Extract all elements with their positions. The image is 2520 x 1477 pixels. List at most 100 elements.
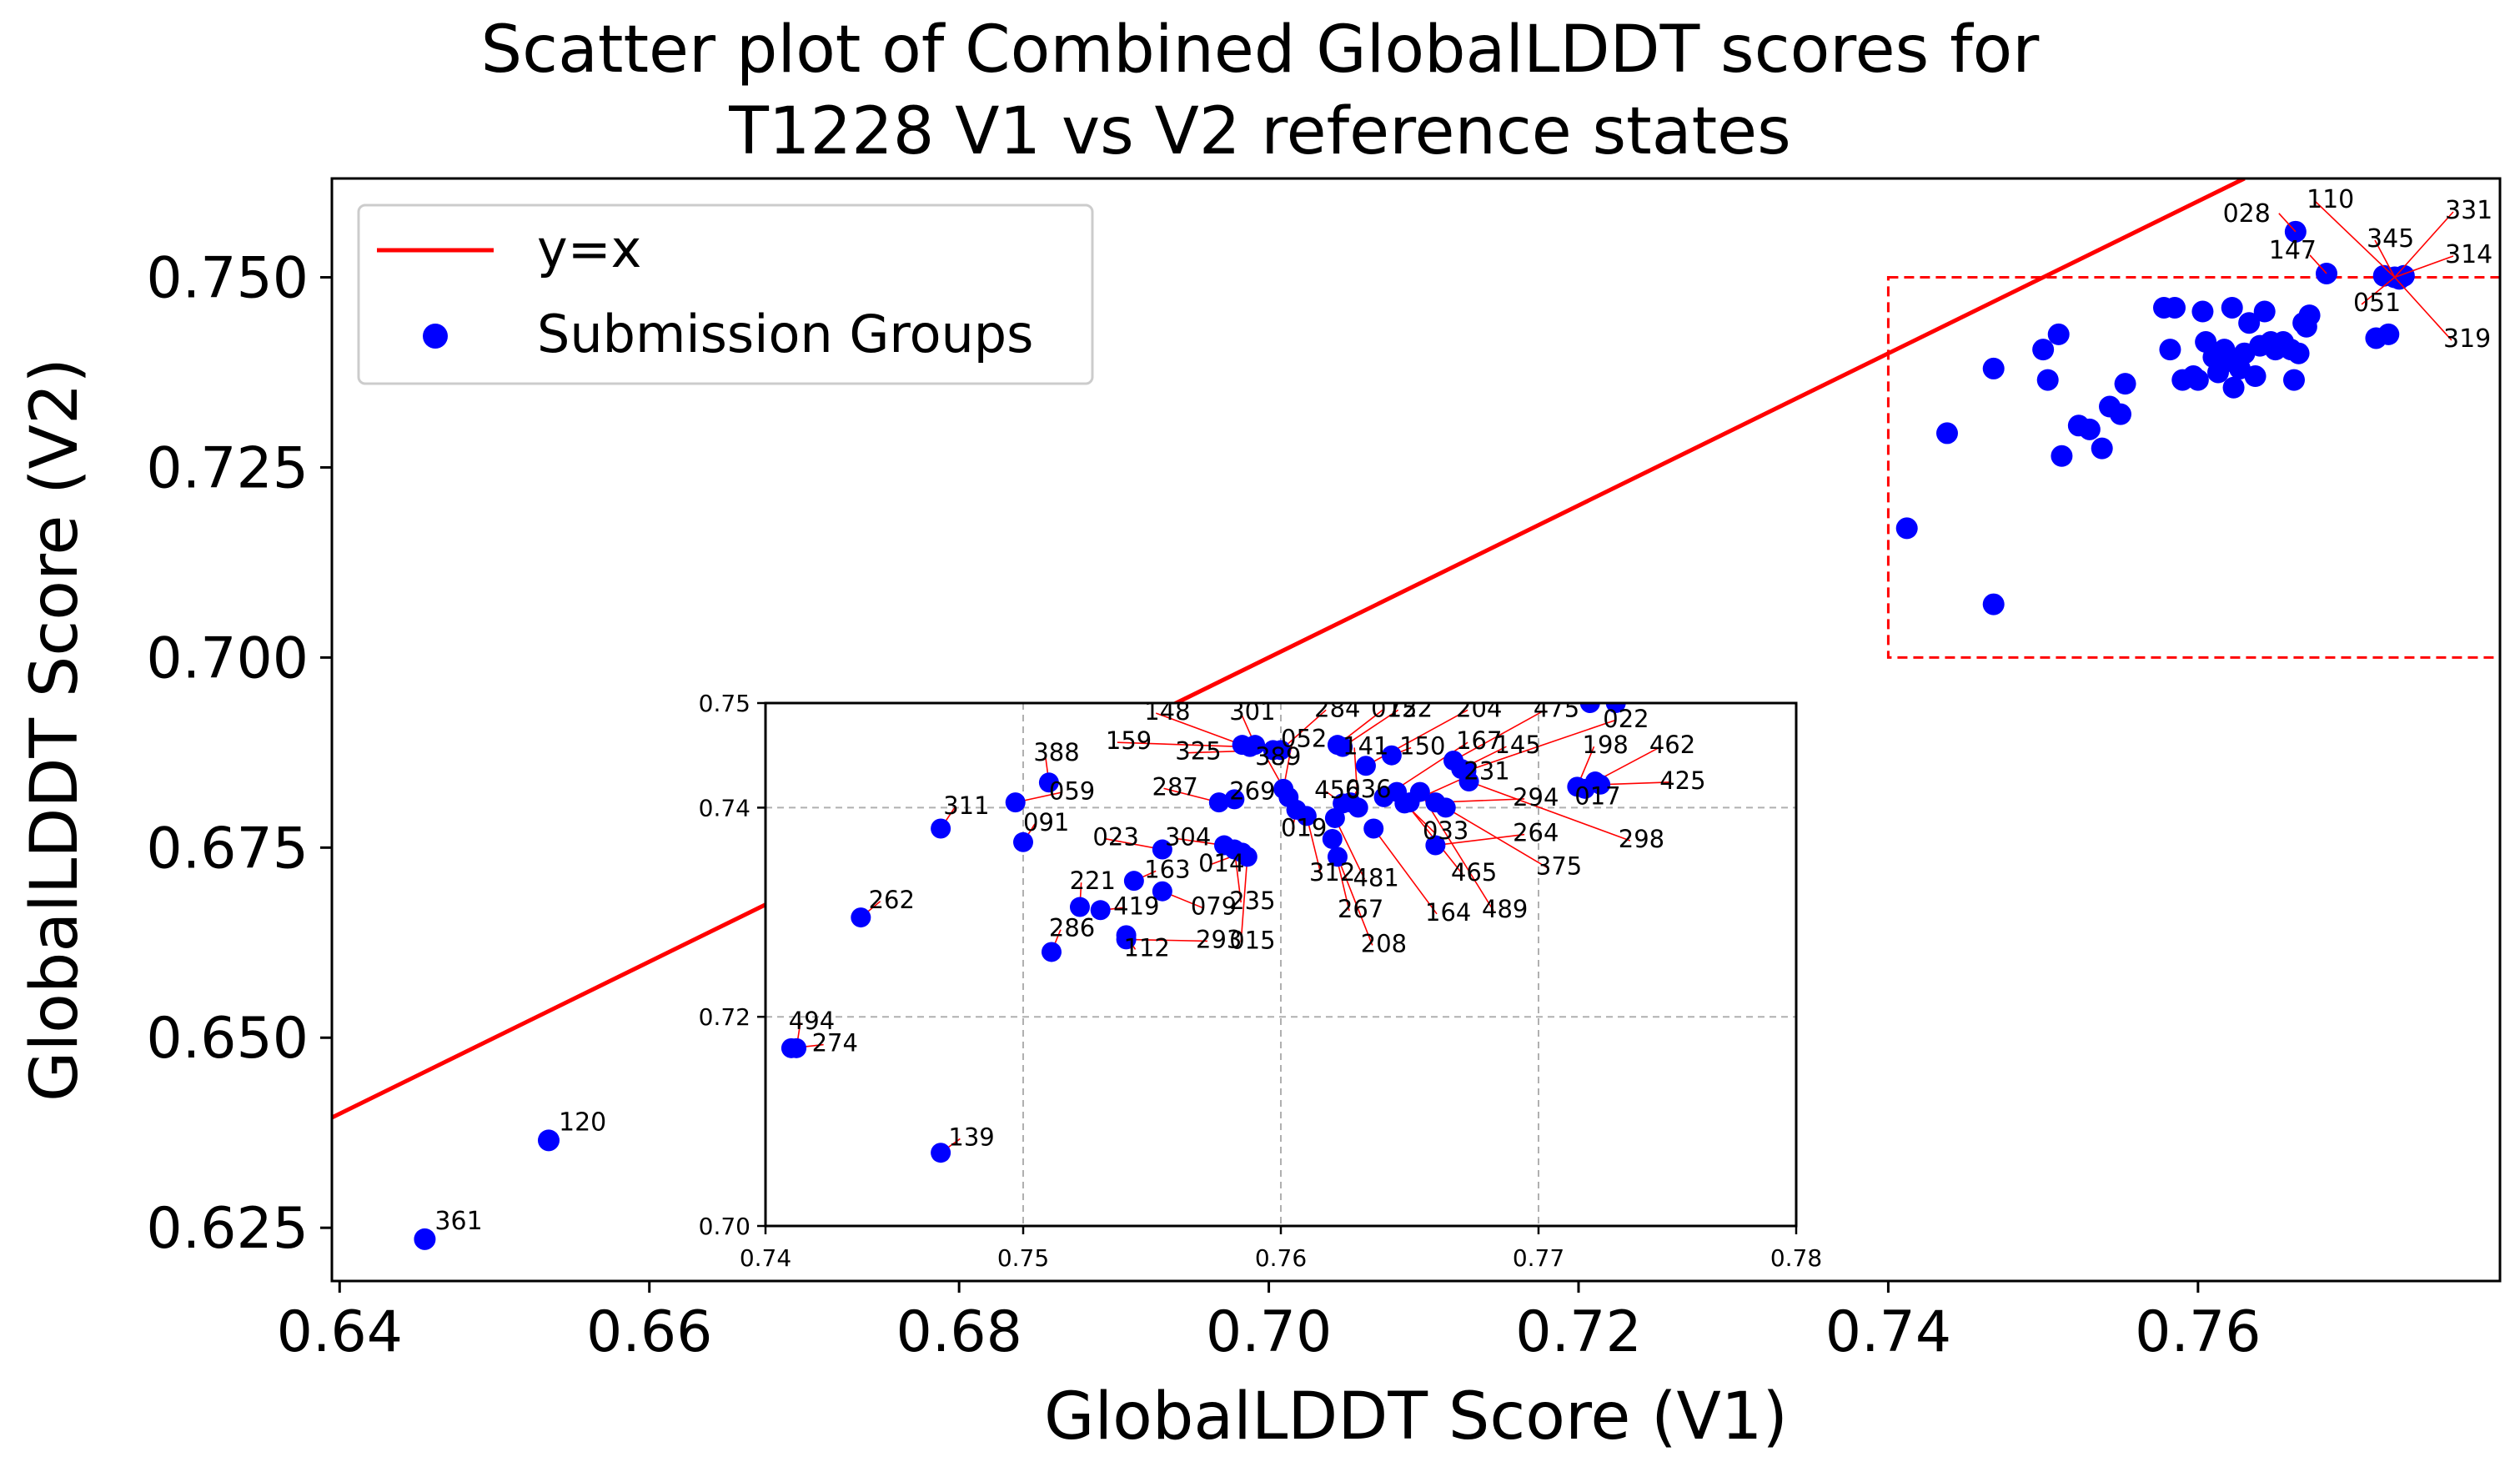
inset-point-label: 139 bbox=[948, 1123, 994, 1151]
data-point bbox=[2051, 445, 2073, 467]
data-point bbox=[2244, 365, 2266, 388]
inset-point-label: 208 bbox=[1361, 929, 1407, 957]
data-point bbox=[2164, 296, 2186, 319]
data-point bbox=[1895, 517, 1918, 540]
inset-point-label: 388 bbox=[1033, 738, 1079, 766]
data-point bbox=[2287, 342, 2310, 364]
inset-data-point bbox=[1005, 792, 1026, 813]
inset-point-label: 112 bbox=[1124, 933, 1170, 962]
inset-data-point bbox=[1324, 807, 1345, 828]
data-point bbox=[1936, 422, 1958, 445]
inset-point-label: 489 bbox=[1482, 895, 1528, 923]
inset-data-point bbox=[1224, 789, 1245, 810]
inset-data-point bbox=[931, 818, 951, 839]
inset-data-point bbox=[1574, 778, 1595, 799]
inset-point-label: 164 bbox=[1425, 898, 1471, 927]
data-point bbox=[1982, 357, 2005, 379]
data-point bbox=[2091, 437, 2113, 460]
inset-annotation-arrow bbox=[1342, 709, 1399, 748]
point-label: 147 bbox=[2269, 236, 2317, 265]
inset-point-label: 262 bbox=[869, 886, 915, 914]
inset-point-label: 293 bbox=[1196, 925, 1242, 953]
inset-point-label: 425 bbox=[1659, 766, 1705, 795]
inset-data-point bbox=[1152, 881, 1172, 902]
x-tick-label: 0.72 bbox=[1515, 1299, 1641, 1365]
y-tick-label: 0.750 bbox=[146, 246, 309, 312]
inset-annotation-arrow bbox=[1280, 709, 1327, 751]
inset-annotation-arrow bbox=[1240, 857, 1248, 942]
inset-point-label: 301 bbox=[1229, 697, 1275, 726]
data-point bbox=[2186, 369, 2209, 391]
inset-point-label: 267 bbox=[1338, 895, 1383, 923]
inset-point-label: 022 bbox=[1603, 705, 1649, 733]
legend-point-swatch bbox=[423, 324, 448, 349]
inset-data-point bbox=[1327, 847, 1348, 867]
inset-point-label: 269 bbox=[1229, 776, 1275, 805]
x-tick-label: 0.66 bbox=[586, 1299, 712, 1365]
inset-point-label: 325 bbox=[1175, 737, 1221, 766]
inset-data-point bbox=[1409, 781, 1430, 802]
data-point bbox=[2283, 369, 2305, 391]
inset-x-tick-label: 0.74 bbox=[740, 1244, 791, 1272]
inset-point-label: 311 bbox=[943, 791, 989, 820]
inset-data-point bbox=[1579, 703, 1600, 713]
inset-data-point bbox=[1458, 771, 1479, 792]
point-label: 345 bbox=[2367, 224, 2414, 254]
inset-y-tick-label: 0.74 bbox=[699, 794, 750, 821]
x-tick-label: 0.76 bbox=[2135, 1299, 2261, 1365]
inset-annotation-arrow bbox=[1600, 781, 1672, 786]
legend-box bbox=[357, 203, 1094, 385]
inset-point-label: 481 bbox=[1353, 863, 1399, 892]
inset-point-label: 231 bbox=[1463, 757, 1509, 786]
annotation-arrow bbox=[2314, 200, 2396, 279]
inset-point-label: 167 bbox=[1456, 726, 1502, 755]
data-point bbox=[1982, 593, 2005, 615]
inset-point-label: 148 bbox=[1144, 697, 1190, 726]
inset-point-label: 198 bbox=[1583, 731, 1629, 759]
annotation-arrow bbox=[2278, 213, 2297, 233]
inset-point-label: 141 bbox=[1343, 731, 1388, 760]
inset-annotation-arrow bbox=[1117, 741, 1250, 748]
inset-point-label: 494 bbox=[789, 1007, 835, 1035]
inset-point-label: 456 bbox=[1314, 776, 1360, 804]
inset-data-point bbox=[1038, 772, 1059, 793]
inset-point-label: 052 bbox=[1281, 725, 1327, 753]
inset-data-point bbox=[1237, 847, 1257, 867]
inset-point-label: 465 bbox=[1451, 858, 1497, 887]
data-point bbox=[2110, 403, 2131, 425]
data-point bbox=[2377, 323, 2400, 345]
inset-annotation-arrow bbox=[1445, 806, 1549, 869]
data-point bbox=[2238, 312, 2261, 334]
annotation-arrow bbox=[2394, 255, 2454, 279]
data-point bbox=[2036, 369, 2059, 391]
annotation-arrow bbox=[2394, 276, 2452, 341]
legend-entry-points: Submission Groups bbox=[537, 304, 1033, 364]
inset-point-label: 462 bbox=[1649, 731, 1695, 759]
reference-line-y-equals-x bbox=[332, 178, 2246, 1120]
inset-annotation-arrow bbox=[1337, 857, 1373, 946]
point-label: 120 bbox=[559, 1108, 606, 1137]
inset-data-point bbox=[1425, 835, 1446, 856]
inset-point-label: 294 bbox=[1513, 783, 1559, 811]
inset-point-label: 389 bbox=[1255, 742, 1301, 771]
inset-point-label: 015 bbox=[1229, 927, 1275, 955]
inset-point-label: 019 bbox=[1281, 813, 1327, 841]
point-label: 314 bbox=[2445, 240, 2492, 269]
data-point bbox=[2222, 376, 2245, 399]
inset-point-label: 204 bbox=[1456, 694, 1502, 722]
main-plot-area: 361 120 028 147 110 331 345 314 051 319 bbox=[332, 178, 2500, 1250]
point-label: 028 bbox=[2223, 199, 2271, 229]
y-tick-label: 0.675 bbox=[146, 816, 309, 882]
y-tick-label: 0.625 bbox=[146, 1196, 309, 1262]
inset-data-point bbox=[1333, 736, 1353, 757]
data-point bbox=[538, 1129, 560, 1152]
inset-data-point bbox=[1069, 897, 1090, 917]
inset-point-label: 079 bbox=[1191, 892, 1237, 920]
inset-data-point bbox=[1013, 831, 1033, 852]
inset-point-label: 298 bbox=[1619, 825, 1664, 853]
data-point bbox=[2159, 339, 2181, 361]
inset-point-label: 221 bbox=[1070, 867, 1116, 895]
inset-x-tick-label: 0.75 bbox=[997, 1244, 1049, 1272]
y-tick-label: 0.725 bbox=[146, 435, 309, 501]
